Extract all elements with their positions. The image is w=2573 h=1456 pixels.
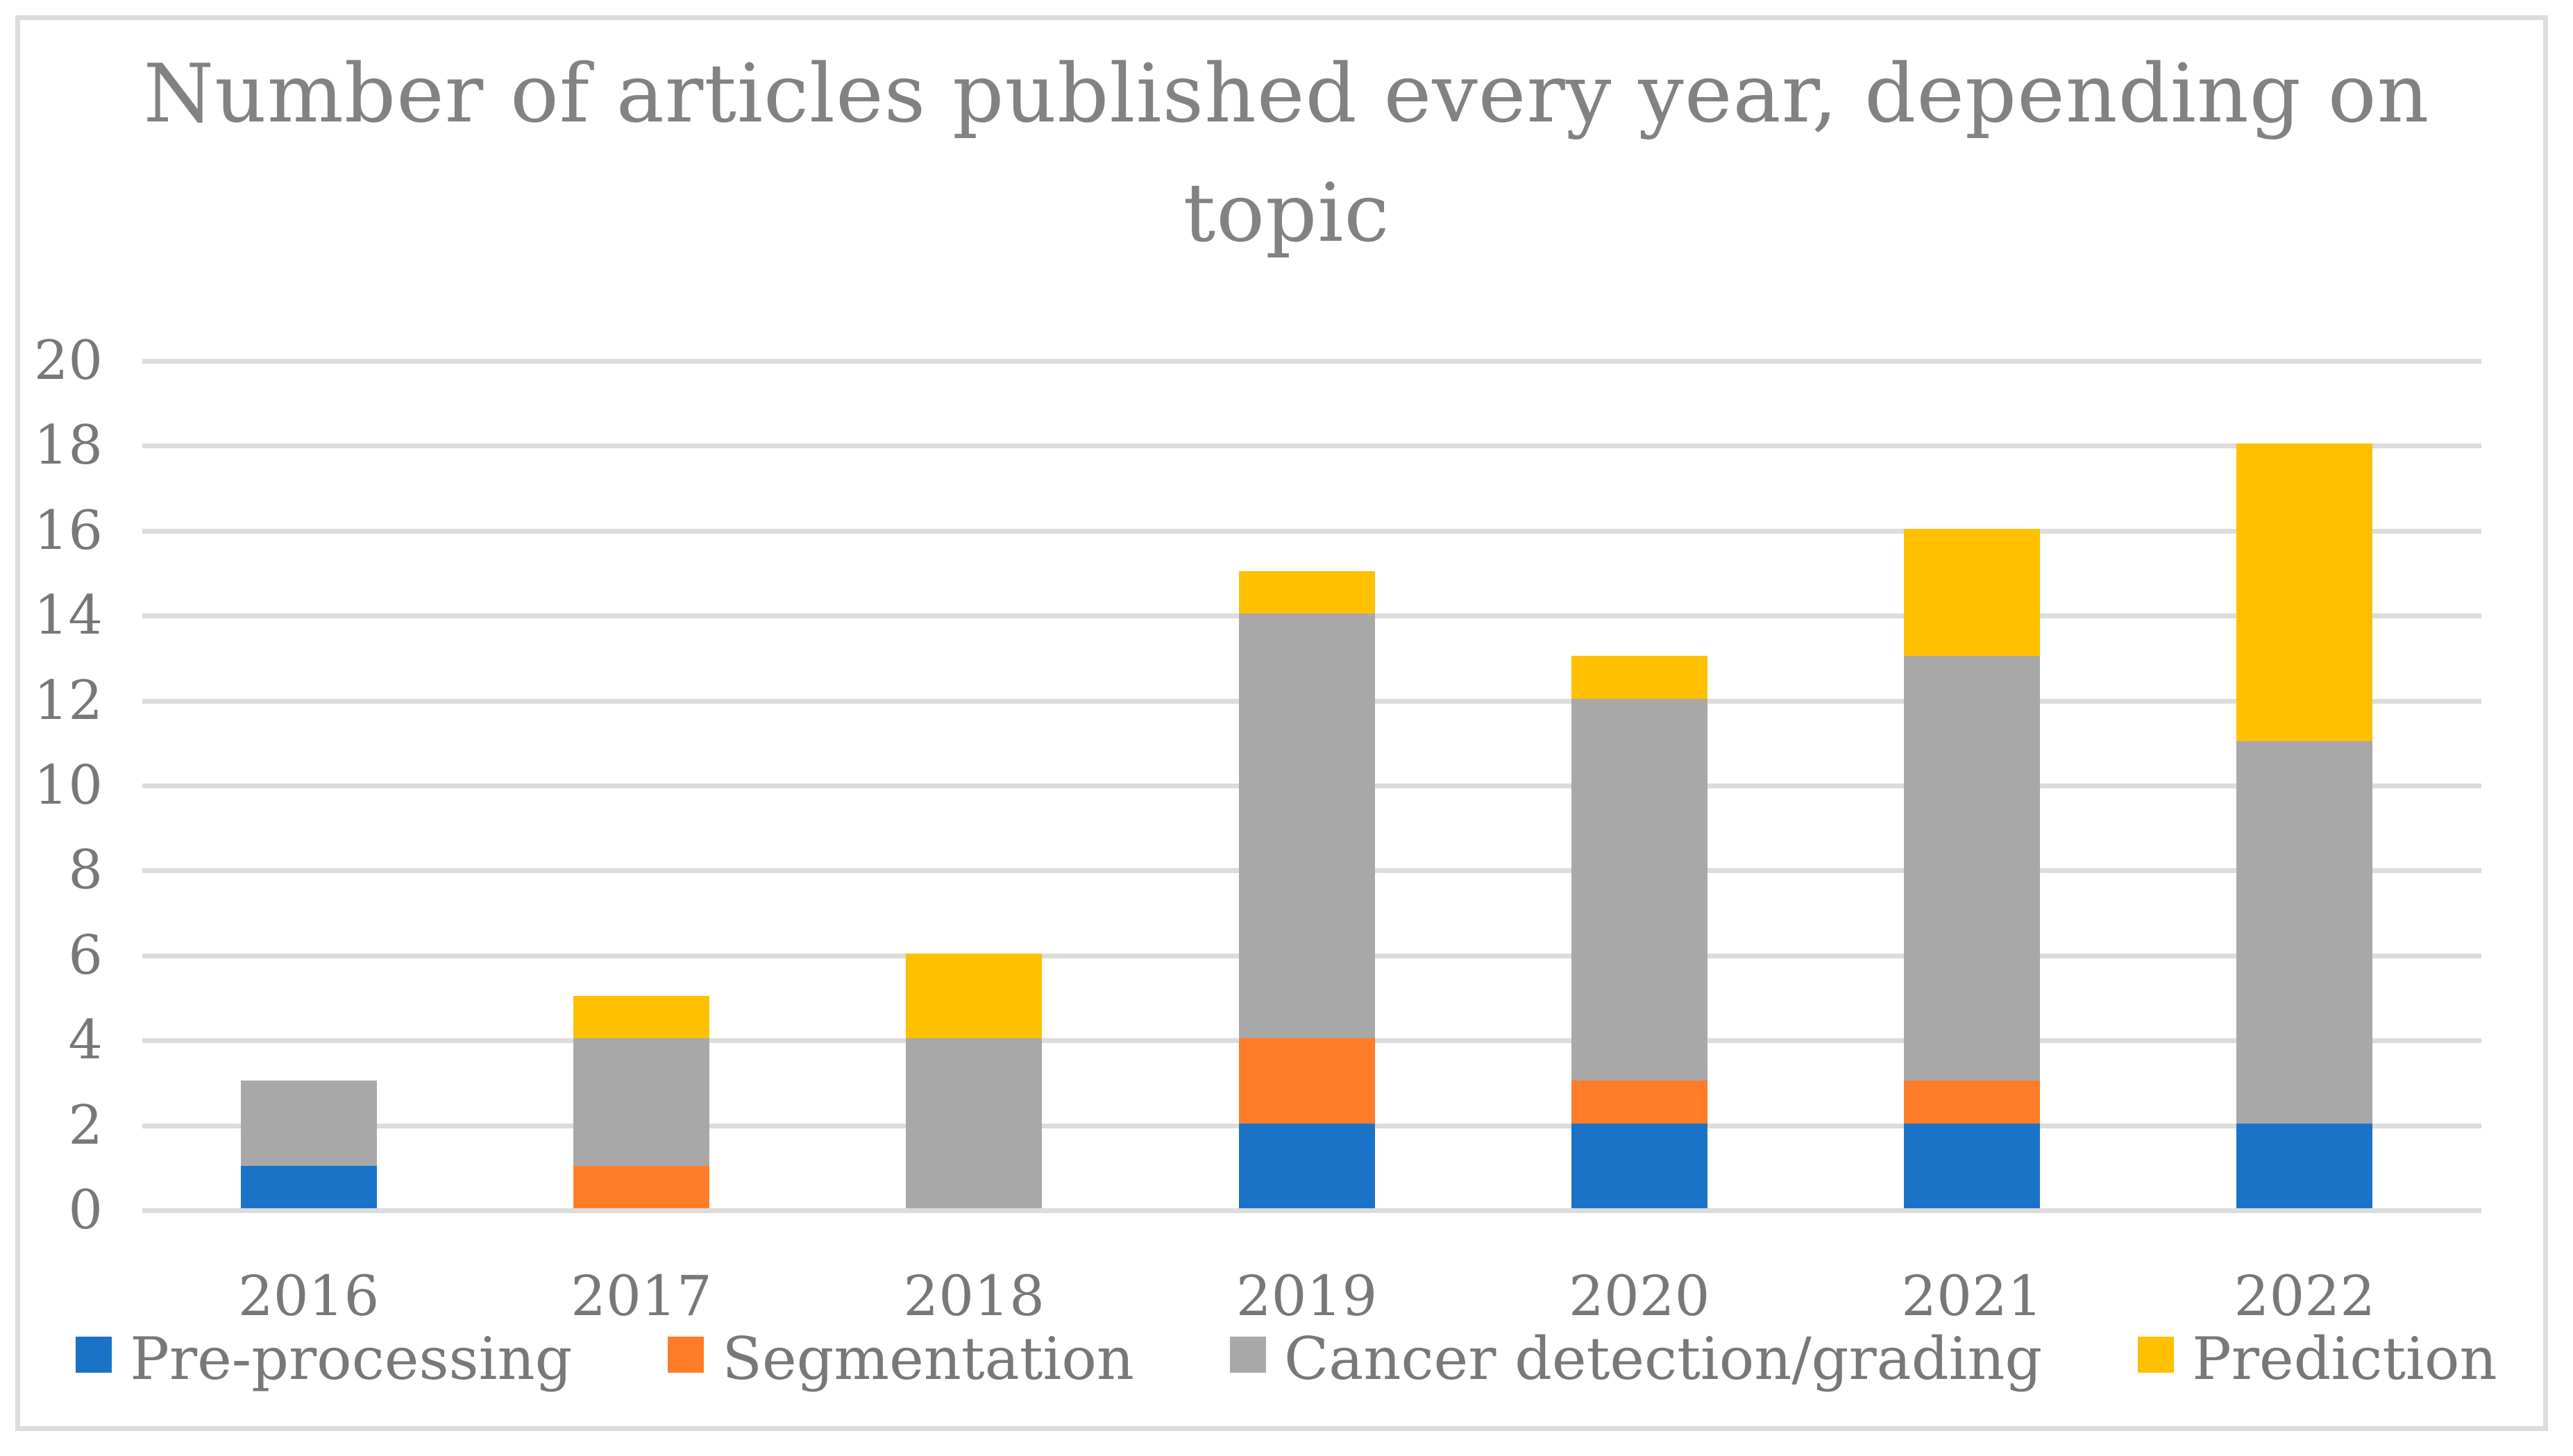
- gridline-0: [142, 1208, 2481, 1213]
- y-axis-tick-label-14: 14: [33, 584, 103, 647]
- bar-2020-cancer-detection-grading: [1571, 698, 1707, 1081]
- bar-2016-pre-processing: [240, 1165, 377, 1208]
- legend-label: Prediction: [2192, 1325, 2497, 1393]
- chart-title-line-1: Number of articles published every year,…: [143, 47, 2430, 141]
- bar-2021-segmentation: [1904, 1081, 2041, 1124]
- x-axis-tick-label-2018: 2018: [903, 1264, 1045, 1328]
- bar-2021-cancer-detection-grading: [1904, 656, 2041, 1081]
- bar-2021-prediction: [1904, 528, 2041, 657]
- y-axis-tick-label-20: 20: [33, 330, 103, 392]
- bar-2019-segmentation: [1238, 1038, 1375, 1124]
- legend-label: Pre-processing: [130, 1325, 573, 1393]
- bar-2019-prediction: [1238, 571, 1375, 614]
- x-axis-tick-label-2016: 2016: [237, 1264, 380, 1328]
- legend-swatch-icon: [668, 1337, 705, 1373]
- legend: Pre-processing Segmentation Cancer detecti…: [0, 1323, 2573, 1395]
- y-axis-tick-label-16: 16: [33, 499, 103, 562]
- x-axis-tick-label-2020: 2020: [1568, 1264, 1710, 1328]
- bar-2021-pre-processing: [1904, 1123, 2041, 1208]
- y-axis-tick-label-10: 10: [33, 754, 103, 817]
- y-axis-tick-label-18: 18: [33, 414, 103, 477]
- y-axis-tick-label-8: 8: [68, 839, 103, 902]
- legend-item-prediction: Prediction: [2138, 1323, 2497, 1395]
- bar-2022-cancer-detection-grading: [2236, 740, 2373, 1124]
- chart-title-line-2: topic: [1183, 167, 1390, 260]
- bar-2020-prediction: [1571, 656, 1707, 699]
- y-axis-tick-label-2: 2: [68, 1094, 103, 1157]
- x-axis-tick-label-2017: 2017: [571, 1264, 712, 1328]
- legend-swatch-icon: [1230, 1337, 1267, 1373]
- y-axis-tick-label-0: 0: [68, 1179, 103, 1242]
- gridline-20: [142, 359, 2481, 364]
- y-axis-tick-label-12: 12: [33, 669, 103, 732]
- bar-2019-pre-processing: [1238, 1123, 1375, 1208]
- bar-2022-prediction: [2236, 443, 2373, 741]
- chart-title: Number of articles published every year,…: [0, 35, 2573, 273]
- gridline-16: [142, 528, 2481, 534]
- legend-item-cancer-detection-grading: Cancer detection/grading: [1230, 1323, 2042, 1395]
- bar-2019-cancer-detection-grading: [1238, 613, 1375, 1039]
- bar-2016-cancer-detection-grading: [240, 1081, 377, 1166]
- y-axis-tick-label-6: 6: [68, 924, 103, 987]
- bar-2020-segmentation: [1571, 1081, 1707, 1124]
- bar-2022-pre-processing: [2236, 1123, 2373, 1208]
- legend-swatch-icon: [2138, 1337, 2175, 1373]
- legend-swatch-icon: [76, 1337, 112, 1373]
- x-axis-tick-label-2021: 2021: [1901, 1264, 2043, 1328]
- legend-label: Cancer detection/grading: [1284, 1325, 2043, 1393]
- gridline-18: [142, 443, 2481, 449]
- bar-2018-cancer-detection-grading: [906, 1038, 1043, 1208]
- bar-2017-cancer-detection-grading: [573, 1038, 709, 1166]
- x-axis-tick-label-2019: 2019: [1235, 1264, 1378, 1328]
- bar-2020-pre-processing: [1571, 1123, 1707, 1208]
- legend-item-segmentation: Segmentation: [668, 1323, 1134, 1395]
- bar-2018-prediction: [906, 953, 1043, 1039]
- legend-label: Segmentation: [722, 1325, 1135, 1393]
- bar-2017-prediction: [573, 996, 709, 1039]
- legend-item-pre-processing: Pre-processing: [76, 1323, 572, 1395]
- y-axis-tick-label-4: 4: [68, 1009, 103, 1072]
- bar-2017-segmentation: [573, 1165, 709, 1208]
- x-axis-tick-label-2022: 2022: [2234, 1264, 2376, 1328]
